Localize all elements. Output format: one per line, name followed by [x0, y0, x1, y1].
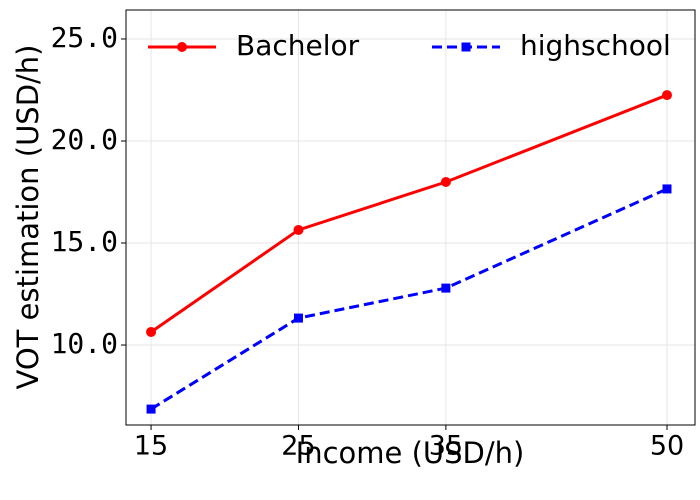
- data-point: [661, 90, 672, 101]
- x-tick-label: 25: [281, 431, 315, 462]
- data-point: [146, 404, 156, 414]
- data-point: [440, 176, 451, 187]
- plot-frame: [125, 9, 696, 426]
- y-axis-label: VOT estimation (USD/h): [11, 45, 45, 390]
- y-tick-label: 10.0: [51, 327, 118, 360]
- data-point: [441, 283, 451, 293]
- y-tick-label: 20.0: [51, 123, 118, 156]
- x-tick-label: 35: [429, 431, 463, 462]
- legend-marker: [177, 42, 187, 52]
- legend-label: Bachelor: [236, 29, 360, 62]
- legend-label: highschool: [520, 29, 671, 62]
- data-point: [293, 224, 304, 235]
- y-tick-label: 25.0: [51, 21, 118, 54]
- x-axis-label: Income (USD/h): [296, 436, 525, 470]
- data-point: [146, 326, 157, 337]
- x-tick-label: 15: [134, 431, 168, 462]
- series-line: [150, 187, 668, 411]
- y-tick-label: 15.0: [51, 225, 118, 258]
- series-line: [150, 93, 668, 334]
- legend-marker: [461, 42, 471, 52]
- x-tick-label: 50: [650, 431, 684, 462]
- data-point: [293, 313, 303, 323]
- data-point: [662, 184, 672, 194]
